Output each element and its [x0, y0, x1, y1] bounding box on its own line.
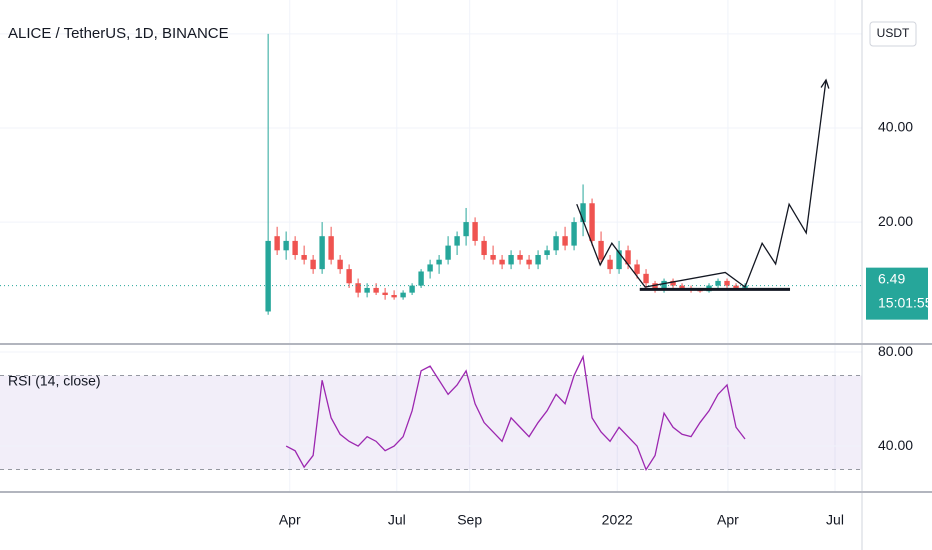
candle-body: [436, 259, 442, 265]
candle-body: [643, 273, 649, 284]
x-tick-label: Jul: [826, 512, 844, 528]
candle-body: [400, 292, 406, 298]
candle-body: [598, 240, 604, 260]
projection-line: [576, 79, 827, 289]
candle-body: [319, 236, 325, 270]
candle-body: [373, 287, 379, 293]
currency-label[interactable]: USDT: [877, 26, 910, 40]
candle-body: [553, 236, 559, 251]
currency-badge[interactable]: [869, 21, 917, 47]
candle-body: [445, 245, 451, 260]
rsi-line: [285, 354, 746, 471]
candle-body: [337, 259, 343, 270]
candle-body: [454, 236, 460, 246]
candle-body: [517, 255, 523, 260]
chart-title: ALICE / TetherUS, 1D, BINANCE: [8, 25, 229, 42]
candle-body: [652, 283, 658, 291]
candle-body: [283, 240, 289, 251]
last-price-box: [866, 267, 928, 320]
last-price-label: 6.49: [878, 270, 905, 286]
candle-body: [265, 240, 271, 312]
candle-body: [625, 250, 631, 265]
candle-body: [670, 280, 676, 286]
arrow-head: [820, 78, 830, 89]
plot: [0, 33, 862, 471]
candle-body: [733, 285, 739, 288]
candle-body: [391, 295, 397, 298]
x-tick-label: Apr: [717, 512, 739, 528]
rsi-tick-label: 40.00: [878, 437, 913, 453]
candle-body: [508, 255, 514, 265]
candle-body: [616, 250, 622, 270]
candle-body: [562, 236, 568, 246]
candle-body: [427, 264, 433, 272]
grid: [0, 0, 862, 491]
rsi-tick-label: 80.00: [878, 343, 913, 359]
x-tick-label: 2022: [602, 512, 633, 528]
candle-body: [571, 222, 577, 246]
candle-body: [301, 255, 307, 260]
candle-body: [499, 259, 505, 265]
candle-body: [544, 250, 550, 256]
y-tick-label: 20.00: [878, 213, 913, 229]
countdown-label: 15:01:55: [878, 294, 932, 310]
x-tick-label: Apr: [279, 512, 301, 528]
candle-body: [580, 203, 586, 223]
candle-body: [490, 255, 496, 260]
candle-body: [724, 280, 730, 286]
candle-body: [418, 271, 424, 286]
x-tick-label: Jul: [388, 512, 406, 528]
candle-body: [328, 236, 334, 260]
candle-body: [382, 292, 388, 296]
candle-body: [715, 280, 721, 286]
candle-body: [364, 287, 370, 293]
candle-body: [472, 222, 478, 241]
candle-body: [310, 259, 316, 270]
candle-body: [535, 255, 541, 265]
candle-body: [292, 240, 298, 256]
candle-body: [481, 240, 487, 256]
candle-body: [607, 259, 613, 270]
candle-body: [409, 285, 415, 293]
candle-body: [634, 264, 640, 274]
candle-body: [679, 285, 685, 288]
candle-body: [346, 269, 352, 284]
candle-body: [589, 203, 595, 241]
y-tick-label: 40.00: [878, 119, 913, 135]
candle-body: [355, 283, 361, 293]
candle-body: [274, 236, 280, 251]
rsi-band-fill: [0, 375, 862, 470]
candle-body: [526, 259, 532, 265]
rsi-label: RSI (14, close): [8, 373, 101, 389]
candle-body: [463, 222, 469, 237]
x-tick-label: Sep: [457, 512, 482, 528]
